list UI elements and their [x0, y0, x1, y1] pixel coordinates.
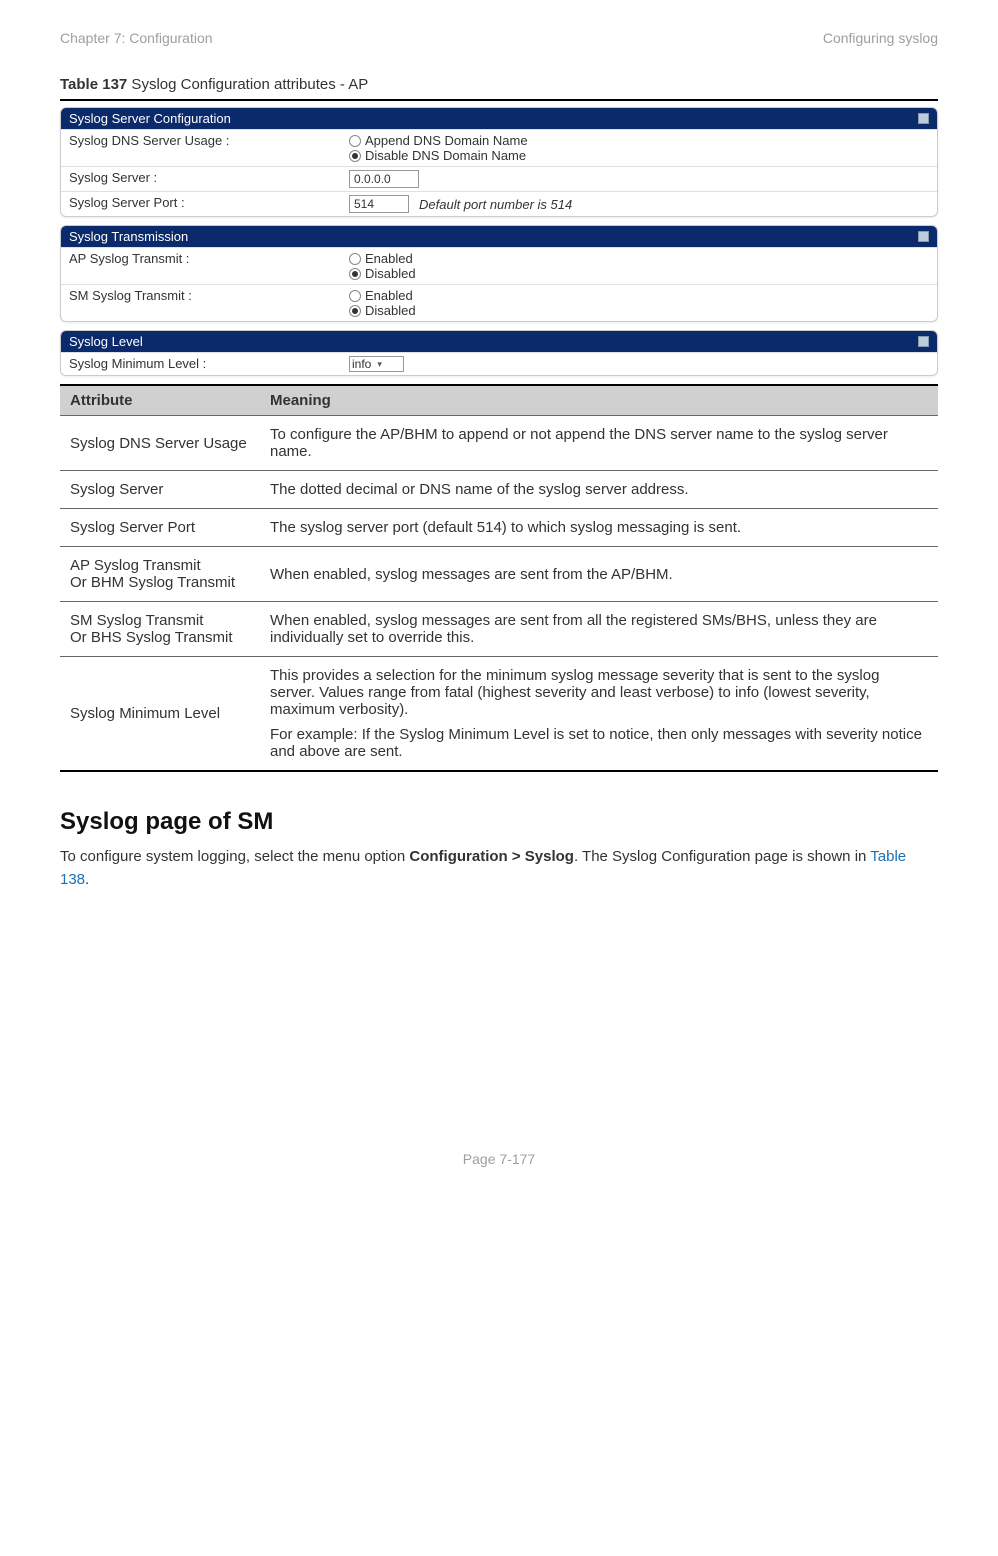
- table-row: Syslog Server The dotted decimal or DNS …: [60, 471, 938, 509]
- table-row: AP Syslog Transmit Or BHM Syslog Transmi…: [60, 547, 938, 602]
- table-row: SM Syslog Transmit Or BHS Syslog Transmi…: [60, 602, 938, 657]
- min-level-select[interactable]: info: [349, 356, 404, 372]
- attributes-table: Attribute Meaning Syslog DNS Server Usag…: [60, 384, 938, 772]
- th-meaning: Meaning: [260, 385, 938, 416]
- cell-attr: SM Syslog Transmit Or BHS Syslog Transmi…: [60, 602, 260, 657]
- cell-meaning: When enabled, syslog messages are sent f…: [260, 547, 938, 602]
- collapse-icon[interactable]: [918, 113, 929, 124]
- label-syslog-port: Syslog Server Port :: [61, 192, 341, 216]
- section-label: Configuring syslog: [823, 30, 938, 46]
- panel-title: Syslog Level: [69, 334, 143, 349]
- section-body: To configure system logging, select the …: [60, 846, 938, 891]
- panel-header: Syslog Transmission: [61, 226, 937, 247]
- row-syslog-port: Syslog Server Port : 514 Default port nu…: [61, 191, 937, 216]
- radio-ap-enabled[interactable]: Enabled: [349, 251, 929, 266]
- table-caption: Table 137 Syslog Configuration attribute…: [60, 76, 938, 93]
- table-row: Syslog Minimum Level This provides a sel…: [60, 657, 938, 772]
- row-sm-transmit: SM Syslog Transmit : Enabled Disabled: [61, 284, 937, 321]
- panel-header: Syslog Level: [61, 331, 937, 352]
- label-syslog-server: Syslog Server :: [61, 167, 341, 191]
- panel-header: Syslog Server Configuration: [61, 108, 937, 129]
- radio-disable-dns[interactable]: Disable DNS Domain Name: [349, 148, 929, 163]
- table-row: Syslog Server Port The syslog server por…: [60, 509, 938, 547]
- syslog-port-input[interactable]: 514: [349, 195, 409, 213]
- cell-meaning: This provides a selection for the minimu…: [260, 657, 938, 772]
- chapter-label: Chapter 7: Configuration: [60, 30, 213, 46]
- label-ap-transmit: AP Syslog Transmit :: [61, 248, 341, 284]
- menu-path: Configuration > Syslog: [409, 848, 574, 865]
- cell-meaning: The dotted decimal or DNS name of the sy…: [260, 471, 938, 509]
- table-number: Table 137: [60, 76, 127, 93]
- panel-title: Syslog Transmission: [69, 229, 188, 244]
- radio-sm-enabled[interactable]: Enabled: [349, 288, 929, 303]
- radio-sm-disabled[interactable]: Disabled: [349, 303, 929, 318]
- row-ap-transmit: AP Syslog Transmit : Enabled Disabled: [61, 247, 937, 284]
- cell-meaning: The syslog server port (default 514) to …: [260, 509, 938, 547]
- syslog-transmission-panel: Syslog Transmission AP Syslog Transmit :…: [60, 225, 938, 322]
- row-dns-usage: Syslog DNS Server Usage : Append DNS Dom…: [61, 129, 937, 166]
- row-min-level: Syslog Minimum Level : info: [61, 352, 937, 375]
- table-row: Syslog DNS Server Usage To configure the…: [60, 416, 938, 471]
- cell-attr: Syslog Server Port: [60, 509, 260, 547]
- cell-attr: AP Syslog Transmit Or BHM Syslog Transmi…: [60, 547, 260, 602]
- collapse-icon[interactable]: [918, 336, 929, 347]
- syslog-level-panel: Syslog Level Syslog Minimum Level : info: [60, 330, 938, 376]
- syslog-server-config-panel: Syslog Server Configuration Syslog DNS S…: [60, 107, 938, 217]
- table-title: Syslog Configuration attributes - AP: [127, 76, 368, 93]
- radio-ap-disabled[interactable]: Disabled: [349, 266, 929, 281]
- panel-title: Syslog Server Configuration: [69, 111, 231, 126]
- section-title: Syslog page of SM: [60, 808, 938, 836]
- label-min-level: Syslog Minimum Level :: [61, 353, 341, 375]
- port-note: Default port number is 514: [419, 197, 572, 212]
- cell-meaning: To configure the AP/BHM to append or not…: [260, 416, 938, 471]
- page-number: Page 7-177: [60, 1151, 938, 1167]
- cell-meaning: When enabled, syslog messages are sent f…: [260, 602, 938, 657]
- collapse-icon[interactable]: [918, 231, 929, 242]
- row-syslog-server: Syslog Server : 0.0.0.0: [61, 166, 937, 191]
- radio-append-dns[interactable]: Append DNS Domain Name: [349, 133, 929, 148]
- label-dns-usage: Syslog DNS Server Usage :: [61, 130, 341, 166]
- syslog-server-input[interactable]: 0.0.0.0: [349, 170, 419, 188]
- page-header: Chapter 7: Configuration Configuring sys…: [60, 30, 938, 46]
- cell-attr: Syslog Server: [60, 471, 260, 509]
- cell-attr: Syslog Minimum Level: [60, 657, 260, 772]
- cell-attr: Syslog DNS Server Usage: [60, 416, 260, 471]
- th-attribute: Attribute: [60, 385, 260, 416]
- label-sm-transmit: SM Syslog Transmit :: [61, 285, 341, 321]
- divider: [60, 99, 938, 101]
